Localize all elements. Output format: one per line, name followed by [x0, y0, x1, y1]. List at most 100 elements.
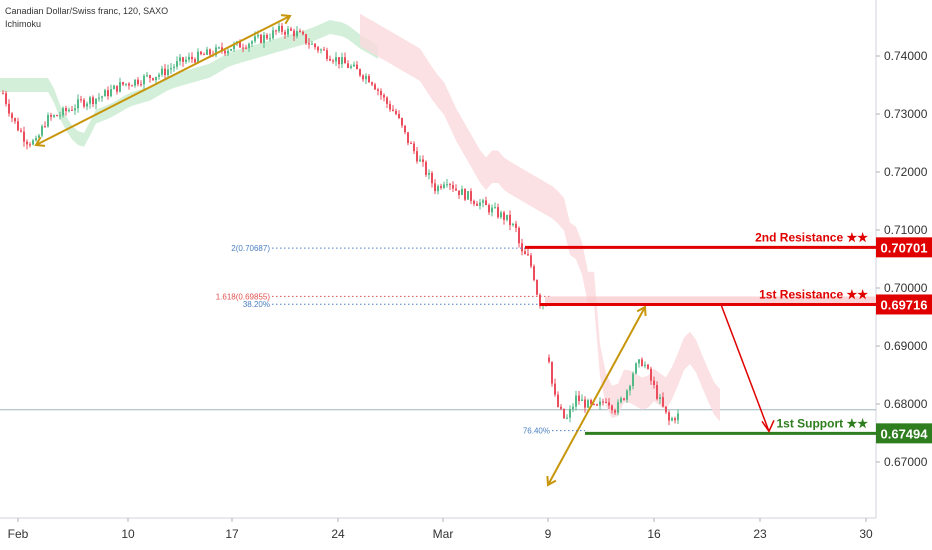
trend-arrow-mar-tail-head [546, 475, 557, 487]
candle-body [230, 49, 232, 51]
candle-body [506, 214, 508, 220]
y-tick-label: 0.67000 [884, 455, 928, 469]
candle-body [548, 357, 550, 362]
chart-title: Canadian Dollar/Swiss franc, 120, SAXO [5, 6, 169, 16]
candle-body [161, 68, 163, 75]
candle-body [473, 200, 475, 204]
candle-body [536, 280, 538, 295]
candle-body [74, 108, 76, 111]
candle-body [326, 50, 328, 59]
fib-2-label: 2(0.70687) [231, 244, 270, 253]
candle-body [11, 113, 13, 119]
candle-body [68, 109, 70, 112]
candle-body [479, 202, 481, 206]
candle-body [455, 188, 457, 191]
candle-body [557, 394, 559, 407]
candle-body [578, 395, 580, 402]
fib-1618-label: 1.618(0.69855) [216, 292, 271, 301]
candle-body [125, 83, 127, 85]
candle-body [575, 395, 577, 407]
candle-body [302, 32, 304, 35]
resistance-2-label: 2nd Resistance ★★ [755, 230, 868, 244]
candle-body [146, 75, 148, 77]
candle-body [44, 126, 46, 128]
trend-arrow-feb [35, 15, 291, 146]
candle-body [386, 97, 388, 104]
candle-body [197, 51, 199, 63]
candle-body [332, 60, 334, 62]
x-tick-label: 16 [647, 527, 661, 541]
resistance-2-price-label: 0.70701 [881, 240, 928, 255]
candle-body [593, 403, 595, 405]
candle-body [371, 82, 373, 85]
candle-body [605, 401, 607, 403]
candle-body [251, 41, 253, 44]
candle-body [284, 31, 286, 35]
candle-body [389, 103, 391, 110]
candle-body [158, 74, 160, 77]
candle-body [602, 401, 604, 403]
candle-body [638, 359, 640, 364]
candle-body [122, 82, 124, 85]
x-tick-label: 17 [225, 527, 239, 541]
candle-body [428, 172, 430, 175]
candle-body [293, 30, 295, 37]
resistance-zone [545, 296, 876, 305]
candle-body [341, 57, 343, 65]
candle-body [26, 141, 28, 145]
candle-body [152, 78, 154, 81]
candle-body [614, 410, 616, 413]
resistance-2-price-tag [876, 237, 932, 258]
candle-body [296, 30, 298, 37]
candle-body [407, 132, 409, 143]
candle-body [143, 75, 145, 85]
candle-body [653, 380, 655, 386]
candle-body [203, 54, 205, 56]
candle-body [344, 57, 346, 64]
x-tick-label: 10 [121, 527, 135, 541]
resistance-1-label: 1st Resistance ★★ [759, 287, 868, 301]
candle-body [497, 207, 499, 218]
x-tick-label: 9 [545, 527, 552, 541]
trend-arrow-feb-head [280, 14, 292, 25]
candle-body [620, 398, 622, 403]
candle-body [629, 385, 631, 391]
candle-body [8, 103, 10, 114]
candle-body [419, 159, 421, 162]
candle-body [467, 191, 469, 200]
candle-body [491, 207, 493, 213]
projection-arrow [720, 304, 770, 432]
candle-body [527, 254, 529, 256]
candle-body [2, 93, 4, 95]
candle-body [347, 63, 349, 68]
candle-body [581, 399, 583, 402]
trend-arrow-feb-tail-head [34, 136, 46, 147]
candle-body [266, 34, 268, 39]
candle-body [194, 59, 196, 63]
candle-body [29, 144, 31, 146]
candle-body [509, 214, 511, 225]
indicator-label: Ichimoku [5, 19, 42, 29]
candle-body [533, 266, 535, 281]
candle-body [368, 75, 370, 83]
candle-body [608, 402, 610, 406]
y-tick-label: 0.71000 [884, 223, 928, 237]
candle-body [566, 417, 568, 419]
candle-body [323, 49, 325, 51]
candle-body [206, 49, 208, 55]
candle-body [149, 75, 151, 79]
candle-body [464, 189, 466, 200]
candle-body [239, 41, 241, 48]
candle-body [155, 76, 157, 81]
candle-body [278, 25, 280, 32]
candle-body [494, 207, 496, 209]
candle-body [395, 110, 397, 115]
support-1-price-label: 0.67494 [881, 426, 929, 441]
candle-body [518, 227, 520, 244]
candle-body [617, 402, 619, 413]
candle-body [383, 95, 385, 98]
candle-body [470, 191, 472, 201]
x-tick-label: 24 [331, 527, 345, 541]
candle-body [59, 115, 61, 117]
